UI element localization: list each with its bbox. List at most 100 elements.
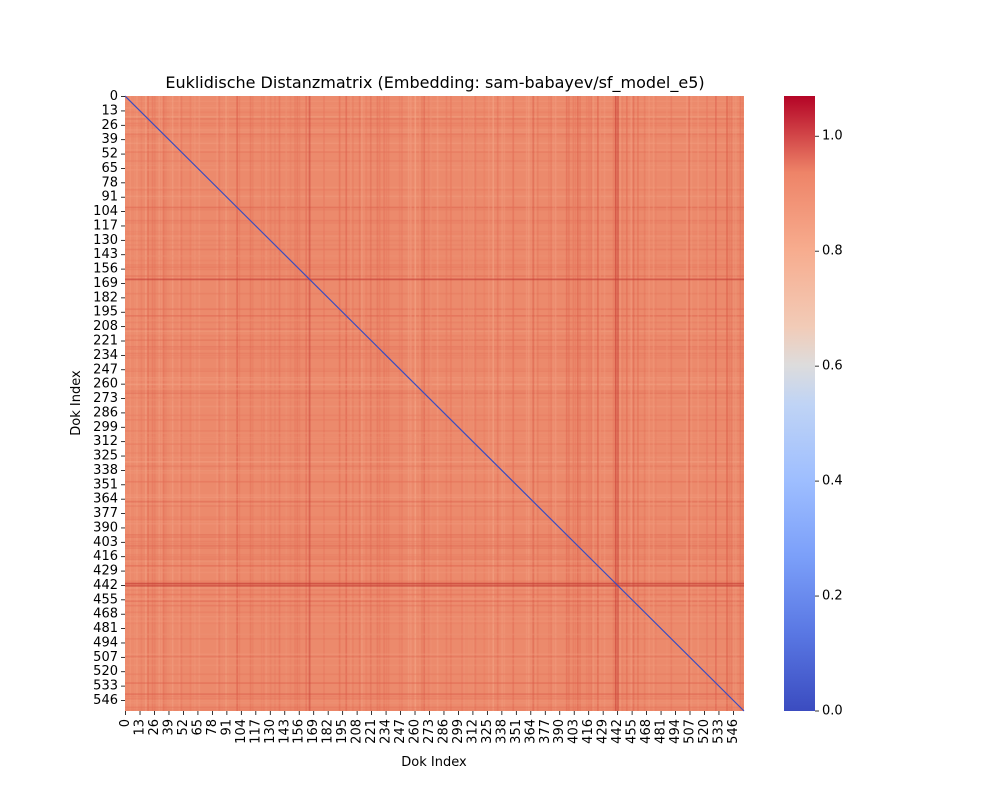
heatmap-row-stripe [125, 188, 744, 191]
heatmap-column-stripe [554, 96, 557, 711]
heatmap-column-stripe [686, 96, 688, 711]
x-tick-label: 0 [118, 719, 133, 727]
heatmap-column-stripe [216, 96, 218, 711]
heatmap-row-stripe [125, 160, 744, 162]
heatmap-column-stripe [550, 96, 552, 711]
heatmap-column-stripe [588, 96, 590, 711]
y-tick-label: 104 [93, 204, 118, 219]
heatmap-row-stripe [125, 239, 744, 242]
heatmap-row-stripe [125, 613, 744, 616]
x-tick-label: 507 [683, 719, 698, 744]
heatmap-column-stripe [369, 96, 372, 711]
y-tick-label: 195 [93, 305, 118, 320]
x-tick-label: 39 [161, 719, 176, 736]
heatmap-column-stripe [536, 96, 539, 711]
y-tick-label: 0 [110, 89, 118, 104]
heatmap-column-stripe [151, 96, 154, 711]
heatmap-column-stripe [358, 96, 361, 711]
heatmap-row-stripe [125, 522, 744, 525]
heatmap-row-stripe [125, 100, 744, 103]
heatmap-column-stripe [398, 96, 401, 711]
heatmap-row-stripe [125, 693, 744, 695]
heatmap-column-stripe [597, 96, 599, 711]
heatmap-column-stripe [385, 96, 388, 711]
heatmap-row-stripe [125, 615, 744, 618]
y-tick-label: 286 [93, 405, 118, 420]
heatmap-row-stripe [125, 162, 744, 165]
heatmap-dark-row [125, 584, 744, 587]
x-tick-label: 429 [596, 719, 611, 744]
x-tick-label: 143 [277, 719, 292, 744]
heatmap-column-stripe [530, 96, 532, 711]
heatmap-row-stripe [125, 315, 744, 317]
heatmap-row-stripe [125, 352, 744, 355]
colorbar-tick-label: 0.0 [822, 704, 843, 719]
heatmap-column-stripe [361, 96, 363, 711]
heatmap-row-stripe [125, 390, 744, 392]
heatmap-row-stripe [125, 706, 744, 709]
heatmap-column-stripe [646, 96, 648, 711]
heatmap-matrix [124, 95, 745, 712]
heatmap-column-stripe [407, 96, 410, 711]
colorbar-tick-label: 0.2 [822, 589, 843, 604]
heatmap-column-stripe [427, 96, 430, 711]
y-tick-label: 247 [93, 362, 118, 377]
heatmap-row-stripe [125, 321, 744, 324]
heatmap-row-stripe [125, 115, 744, 118]
heatmap-column-stripe [467, 96, 470, 711]
heatmap-column-stripe [632, 96, 635, 711]
heatmap-row-stripe [125, 567, 744, 569]
heatmap-column-stripe [654, 96, 657, 711]
heatmap-column-stripe [227, 96, 230, 711]
heatmap-row-stripe [125, 354, 744, 357]
heatmap-row-stripe [125, 370, 744, 372]
heatmap-column-stripe [165, 96, 167, 711]
y-tick-label: 403 [93, 535, 118, 550]
heatmap-column-stripe [274, 96, 276, 711]
heatmap-column-stripe [194, 96, 196, 711]
heatmap-row-stripe [125, 133, 744, 136]
x-tick-label: 520 [697, 719, 712, 744]
heatmap-column-stripe [697, 96, 699, 711]
heatmap-row-stripe [125, 611, 744, 614]
heatmap-column-stripe [599, 96, 601, 711]
heatmap-column-stripe [568, 96, 570, 711]
heatmap-column-stripe [637, 96, 639, 711]
y-tick-label: 455 [93, 592, 118, 607]
heatmap-row-stripe [125, 503, 744, 505]
heatmap-row-stripe [125, 399, 744, 401]
heatmap-row-stripe [125, 222, 744, 224]
heatmap-column-stripe [552, 96, 555, 711]
heatmap-column-stripe [140, 96, 143, 711]
x-tick-label: 338 [494, 719, 509, 744]
heatmap-row-stripe [125, 118, 744, 120]
heatmap-column-stripe [732, 96, 735, 711]
x-tick-label: 390 [552, 719, 567, 744]
heatmap-column-stripe [534, 96, 537, 711]
heatmap-column-stripe [614, 96, 617, 711]
heatmap-column-stripe [463, 96, 466, 711]
x-tick-label: 65 [190, 719, 205, 736]
heatmap-row-stripe [125, 368, 744, 370]
x-tick-label: 403 [567, 719, 582, 744]
y-tick-label: 39 [101, 132, 118, 147]
heatmap-column-stripe [178, 96, 181, 711]
heatmap-column-stripe [472, 96, 475, 711]
colorbar-tick-label: 0.4 [822, 474, 843, 489]
y-tick-label: 130 [93, 233, 118, 248]
chart-title: Euklidische Distanzmatrix (Embedding: sa… [165, 73, 704, 93]
heatmap-column-stripe [501, 96, 503, 711]
heatmap-column-stripe [592, 96, 595, 711]
heatmap-column-stripe [162, 96, 165, 711]
heatmap-row-stripe [125, 589, 744, 591]
heatmap-row-stripe [125, 208, 744, 211]
heatmap-column-stripe [305, 96, 308, 711]
y-tick-label: 494 [93, 635, 118, 650]
heatmap-row-stripe [125, 292, 744, 295]
heatmap-column-stripe [378, 96, 381, 711]
heatmap-row-stripe [125, 456, 744, 459]
x-tick-label: 273 [422, 719, 437, 744]
x-tick-label: 377 [538, 719, 553, 744]
heatmap-row-stripe [125, 230, 744, 233]
